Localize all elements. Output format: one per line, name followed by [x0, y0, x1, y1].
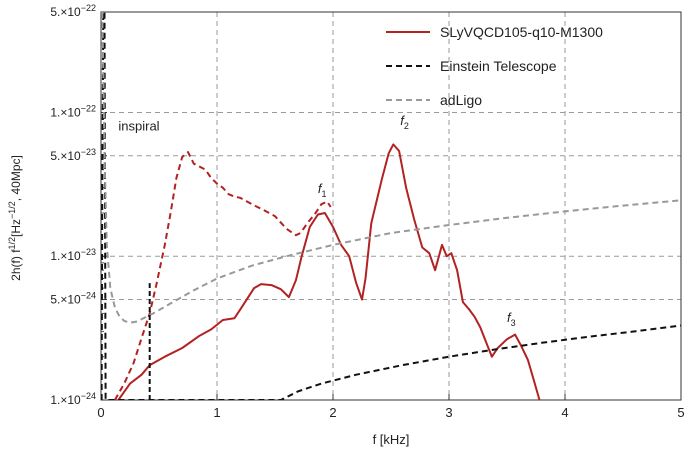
legend-label: Einstein Telescope — [440, 58, 557, 74]
annotations: inspiral f1 f2 f3 — [118, 113, 515, 328]
y-axis-label: 2h(f) f1/2[Hz−1/2, 40Mpc] — [7, 155, 23, 281]
adligo-curve — [101, 12, 681, 324]
x-tick-label: 2 — [329, 405, 336, 420]
x-axis-label: f [kHz] — [373, 432, 410, 447]
axis-ticks: 0 1 2 3 4 5 1.×10−24 5.×10−24 1.×10−23 5.×10−23 1.… — [50, 3, 684, 420]
y-tick-label: 5.×10−24 — [50, 291, 96, 307]
annotation-label: f3 — [507, 310, 516, 328]
inspiral-curve — [114, 151, 332, 400]
x-tick-label: 5 — [677, 405, 684, 420]
signal-curve — [117, 143, 541, 400]
legend-label: SLyVQCD105-q10-M1300 — [440, 24, 603, 40]
x-tick-label: 3 — [445, 405, 452, 420]
annotation-label: f2 — [400, 113, 409, 131]
y-label-exp2: −1/2 — [7, 201, 17, 219]
y-label-exp1: 1/2 — [7, 237, 17, 250]
y-label-tail: , 40Mpc] — [9, 155, 23, 201]
y-tick-label: 1.×10−22 — [50, 103, 96, 119]
y-tick-label: 5.×10−23 — [50, 147, 96, 163]
y-label-unit: [Hz — [9, 219, 23, 237]
y-tick-label: 5.×10−22 — [50, 3, 96, 19]
series-layer — [101, 12, 681, 400]
y-tick-label: 1.×10−24 — [50, 391, 96, 407]
y-label-h: h — [9, 267, 23, 274]
grid — [101, 12, 681, 400]
annotation-label: f1 — [318, 181, 327, 199]
x-tick-label: 0 — [97, 405, 104, 420]
y-label-rest: (f) f — [9, 249, 23, 268]
legend-label: adLigo — [440, 92, 482, 108]
einstein-telescope-curve — [101, 12, 681, 400]
y-tick-label: 1.×10−23 — [50, 247, 96, 263]
annotation-label: inspiral — [118, 118, 159, 133]
y-label-base: 2 — [9, 274, 23, 281]
plot-frame — [100, 11, 682, 401]
x-tick-label: 4 — [561, 405, 568, 420]
x-tick-label: 1 — [213, 405, 220, 420]
legend: SLyVQCD105-q10-M1300 Einstein Telescope ad… — [386, 24, 603, 108]
